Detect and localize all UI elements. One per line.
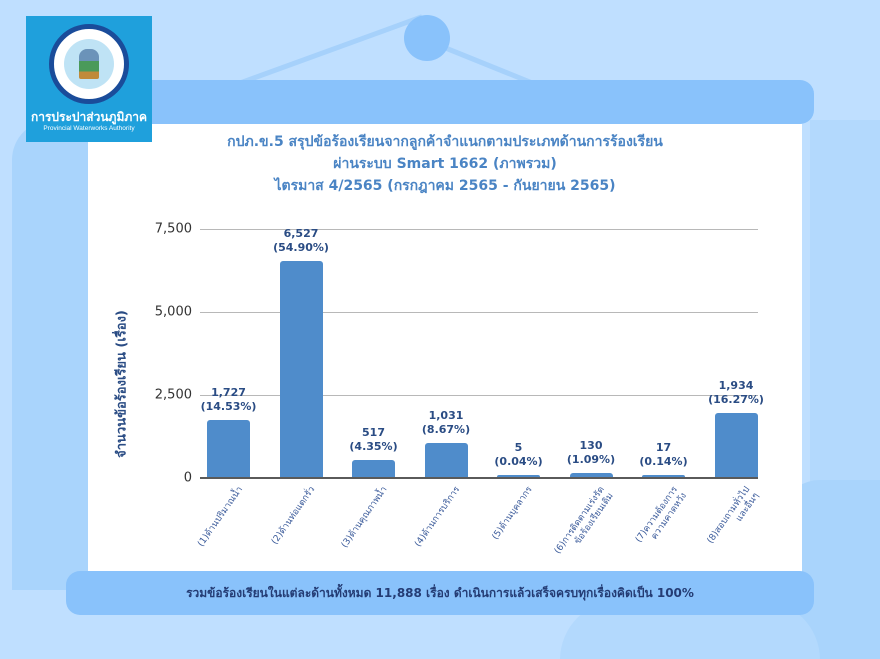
logo-subtitle: Provincial Waterworks Authority xyxy=(43,125,135,132)
background-shape-right xyxy=(810,120,880,500)
data-label: 517 (4.35%) xyxy=(349,425,398,453)
data-label: 6,527 (54.90%) xyxy=(273,227,329,255)
y-tick: 0 xyxy=(183,470,192,486)
data-label: 1,727 (14.53%) xyxy=(200,385,257,413)
plot-area: 7,500 5,000 2,500 0 1,727 (14.53%) 6,527 (5… xyxy=(155,222,764,486)
data-label: 17 (0.14%) xyxy=(639,441,688,468)
gridline-5000 xyxy=(200,312,758,313)
bar xyxy=(569,472,613,477)
chart-title-line-1: กปภ.ข.5 สรุปข้อร้องเรียนจากลูกค้าจำแนกตา… xyxy=(227,134,663,150)
bar xyxy=(352,459,395,477)
bar xyxy=(207,419,250,477)
logo-title: การประปาส่วนภูมิภาค xyxy=(30,110,148,124)
y-axis-label: จำนวนข้อร้องเรียน (เรื่อง) xyxy=(114,310,130,458)
chart-title: กปภ.ข.5 สรุปข้อร้องเรียนจากลูกค้าจำแนกตา… xyxy=(88,131,802,197)
board-top-bar xyxy=(82,80,814,124)
chart-title-line-3: ไตรมาส 4/2565 (กรกฎาคม 2565 - กันยายน 25… xyxy=(274,178,616,194)
bar xyxy=(279,261,323,477)
data-label: 1,031 (8.67%) xyxy=(421,408,471,436)
gridline-7500 xyxy=(200,229,758,230)
y-tick: 7,500 xyxy=(154,221,192,237)
background-shape-left xyxy=(12,120,92,590)
bar xyxy=(497,475,540,477)
chart-card xyxy=(88,124,802,576)
bar xyxy=(714,413,758,477)
chart-title-line-2: ผ่านระบบ Smart 1662 (ภาพรวม) xyxy=(333,156,557,172)
gridline-2500 xyxy=(200,395,758,396)
summary-text: รวมข้อร้องเรียนในแต่ละด้านทั้งหมด 11,888… xyxy=(186,585,694,600)
bar xyxy=(642,475,685,477)
x-axis-line xyxy=(200,477,758,479)
hanger-knob xyxy=(404,15,450,61)
pwa-logo: การประปาส่วนภูมิภาค Provincial Waterwork… xyxy=(26,16,152,142)
summary-banner: รวมข้อร้องเรียนในแต่ละด้านทั้งหมด 11,888… xyxy=(66,571,814,615)
hanger-line-left xyxy=(235,14,423,87)
data-label: 130 (1.09%) xyxy=(566,438,616,466)
y-tick: 2,500 xyxy=(154,387,192,403)
data-label: 5 (0.04%) xyxy=(494,441,543,468)
pwa-emblem-icon xyxy=(49,24,129,104)
data-label: 1,934 (16.27%) xyxy=(708,379,764,407)
bar xyxy=(424,442,468,477)
y-tick: 5,000 xyxy=(154,304,192,320)
